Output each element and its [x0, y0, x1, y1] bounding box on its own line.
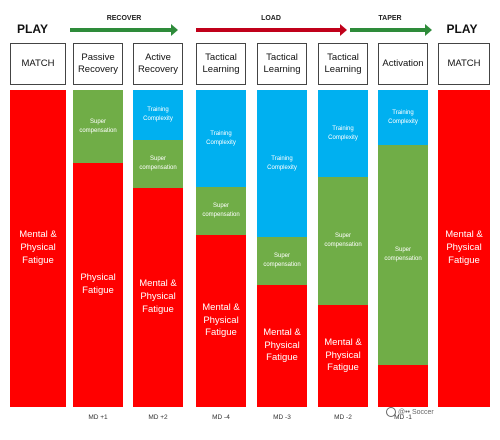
column-header-match-left: MATCH: [10, 43, 66, 85]
play-label-right: PLAY: [446, 22, 478, 36]
column-match-left: Mental & Physical Fatigue: [10, 90, 66, 407]
load-arrow: [196, 24, 347, 36]
column-passive-recovery: Super compensation Physical Fatigue: [73, 90, 123, 407]
super-compensation-segment: Super compensation: [196, 187, 246, 235]
column-activation: Training Complexity Super compensation: [378, 90, 428, 407]
column-tactical-learning-md-4: Training Complexity Super compensation M…: [196, 90, 246, 407]
fatigue-segment: Mental & Physical Fatigue: [257, 285, 307, 407]
column-header-active-recovery: Active Recovery: [133, 43, 183, 85]
column-active-recovery: Training Complexity Super compensation M…: [133, 90, 183, 407]
training-complexity-segment: Training Complexity: [318, 90, 368, 177]
training-complexity-segment: Training Complexity: [196, 90, 246, 187]
training-complexity-segment: Training Complexity: [257, 90, 307, 237]
day-label-md-minus-2: MD -2: [334, 414, 352, 421]
fatigue-segment: [378, 365, 428, 407]
training-complexity-segment: Training Complexity: [378, 90, 428, 145]
phase-label-taper: TAPER: [378, 15, 402, 22]
day-label-md-plus-1: MD +1: [88, 414, 108, 421]
play-label-left: PLAY: [17, 22, 48, 36]
fatigue-segment: Mental & Physical Fatigue: [438, 90, 490, 407]
column-tactical-learning-md-2: Training Complexity Super compensation M…: [318, 90, 368, 407]
fatigue-segment: Mental & Physical Fatigue: [318, 305, 368, 407]
day-label-md-plus-2: MD +2: [148, 414, 168, 421]
column-header-tactical-learning-md-2: Tactical Learning: [318, 43, 368, 85]
watermark: @•• Soccer: [386, 407, 434, 417]
column-tactical-learning-md-3: Training Complexity Super compensation M…: [257, 90, 307, 407]
phase-label-load: LOAD: [261, 15, 281, 22]
training-complexity-segment: Training Complexity: [133, 90, 183, 140]
fatigue-segment: Mental & Physical Fatigue: [196, 235, 246, 407]
fatigue-segment: Mental & Physical Fatigue: [133, 188, 183, 407]
column-match-right: Mental & Physical Fatigue: [438, 90, 490, 407]
column-header-passive-recovery: Passive Recovery: [73, 43, 123, 85]
watermark-logo-icon: [386, 407, 396, 417]
column-header-match-right: MATCH: [438, 43, 490, 85]
super-compensation-segment: Super compensation: [378, 145, 428, 365]
fatigue-segment: Physical Fatigue: [73, 163, 123, 407]
watermark-text: @•• Soccer: [398, 408, 434, 416]
column-header-tactical-learning-md-4: Tactical Learning: [196, 43, 246, 85]
fatigue-segment: Mental & Physical Fatigue: [10, 90, 66, 407]
phase-label-recover: RECOVER: [106, 15, 142, 22]
recover-arrow: [70, 24, 178, 36]
column-header-activation: Activation: [378, 43, 428, 85]
super-compensation-segment: Super compensation: [318, 177, 368, 305]
super-compensation-segment: Super compensation: [133, 140, 183, 188]
day-label-md-minus-4: MD -4: [212, 414, 230, 421]
taper-arrow: [350, 24, 432, 36]
day-label-md-minus-1: MD -1: [394, 414, 412, 421]
super-compensation-segment: Super compensation: [257, 237, 307, 285]
column-header-tactical-learning-md-3: Tactical Learning: [257, 43, 307, 85]
super-compensation-segment: Super compensation: [73, 90, 123, 163]
day-label-md-minus-3: MD -3: [273, 414, 291, 421]
